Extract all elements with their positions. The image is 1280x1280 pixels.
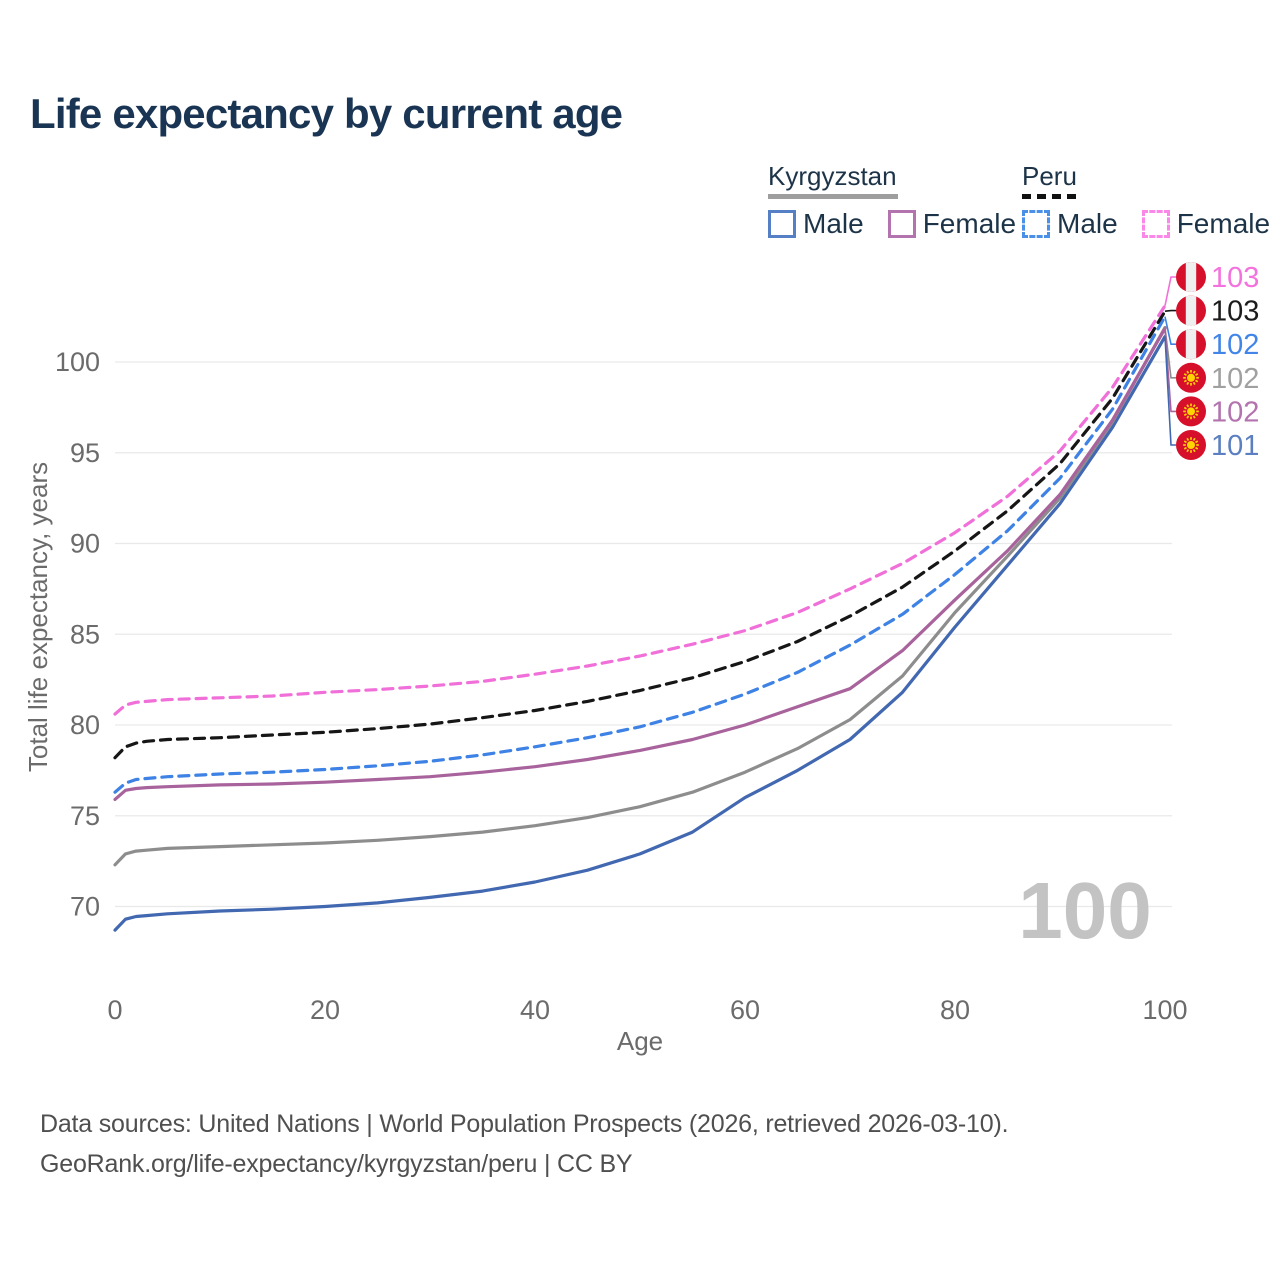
y-tick-label: 100 <box>55 347 100 377</box>
source-url-line: GeoRank.org/life-expectancy/kyrgyzstan/p… <box>40 1150 633 1178</box>
legend-linestyle-solid-swatch <box>768 194 898 199</box>
x-tick-label: 60 <box>730 995 760 1025</box>
page-title: Life expectancy by current age <box>30 90 623 137</box>
legend-label-peru-male[interactable]: Male <box>1057 208 1118 239</box>
end-value-label-kg-all: 102 <box>1211 363 1259 395</box>
flag-icon-peru <box>1176 262 1206 292</box>
legend-group-peru: Peru Male Female <box>1022 163 1280 240</box>
legend-label-kyrgyzstan-male[interactable]: Male <box>803 208 864 239</box>
legend-checkbox-kyrgyzstan-male[interactable] <box>768 210 796 238</box>
x-tick-label: 100 <box>1142 995 1187 1025</box>
age-watermark: 100 <box>1018 866 1151 955</box>
end-label-connector-kg-male <box>1164 336 1176 446</box>
flag-icon-kyrgyzstan <box>1176 362 1206 393</box>
flag-icon-kyrgyzstan <box>1176 430 1206 460</box>
end-value-label-kg-female: 102 <box>1211 396 1259 428</box>
series-line-kg-all[interactable] <box>113 325 1167 867</box>
x-tick-label: 40 <box>520 995 550 1025</box>
end-label-connector-kg-female <box>1164 328 1176 413</box>
end-value-label-pe-female: 103 <box>1211 262 1259 294</box>
end-value-label-pe-all: 103 <box>1211 296 1259 328</box>
y-axis-title: Total life expectancy, years <box>23 462 53 772</box>
attribution: Data sources: United Nations | World Pop… <box>40 1104 1009 1184</box>
end-label-connector-pe-male <box>1164 316 1176 346</box>
end-label-connector-pe-female <box>1164 276 1176 306</box>
x-tick-label: 0 <box>107 995 122 1025</box>
legend-group-kyrgyzstan: Kyrgyzstan Male Female <box>768 163 1040 240</box>
legend-label-kyrgyzstan-female[interactable]: Female <box>922 208 1017 239</box>
y-tick-label: 95 <box>70 438 100 468</box>
x-axis-title: Age <box>617 1026 663 1056</box>
legend-linestyle-dashed-swatch <box>1022 194 1078 199</box>
flag-icon-kyrgyzstan <box>1176 396 1206 427</box>
series-line-pe-male[interactable] <box>113 315 1167 794</box>
flag-icon-peru <box>1176 329 1206 360</box>
data-sources-line: Data sources: United Nations | World Pop… <box>40 1110 1009 1138</box>
legend-checkbox-peru-male[interactable] <box>1022 210 1050 238</box>
y-tick-label: 70 <box>70 892 100 922</box>
series-line-pe-all[interactable] <box>113 309 1167 760</box>
series-line-pe-female[interactable] <box>113 304 1167 716</box>
legend-country-kyrgyzstan: Kyrgyzstan <box>768 161 897 191</box>
end-value-label-pe-male: 102 <box>1211 329 1259 361</box>
y-tick-label: 90 <box>70 529 100 559</box>
end-label-connector-kg-all <box>1164 327 1176 379</box>
end-label-connector-pe-all <box>1164 309 1176 312</box>
flag-icon-peru <box>1176 295 1206 326</box>
legend-checkbox-peru-female[interactable] <box>1141 210 1170 238</box>
series-line-kg-female[interactable] <box>113 326 1167 802</box>
legend-country-peru: Peru <box>1022 161 1077 191</box>
x-tick-label: 20 <box>310 995 340 1025</box>
y-tick-label: 85 <box>70 619 100 649</box>
end-value-label-kg-male: 101 <box>1211 430 1259 462</box>
series-line-kg-male[interactable] <box>113 335 1167 932</box>
y-tick-label: 80 <box>70 710 100 740</box>
y-tick-label: 75 <box>70 801 100 831</box>
legend-label-peru-female[interactable]: Female <box>1176 208 1271 239</box>
legend-checkbox-kyrgyzstan-female[interactable] <box>887 210 916 238</box>
x-tick-label: 80 <box>940 995 970 1025</box>
